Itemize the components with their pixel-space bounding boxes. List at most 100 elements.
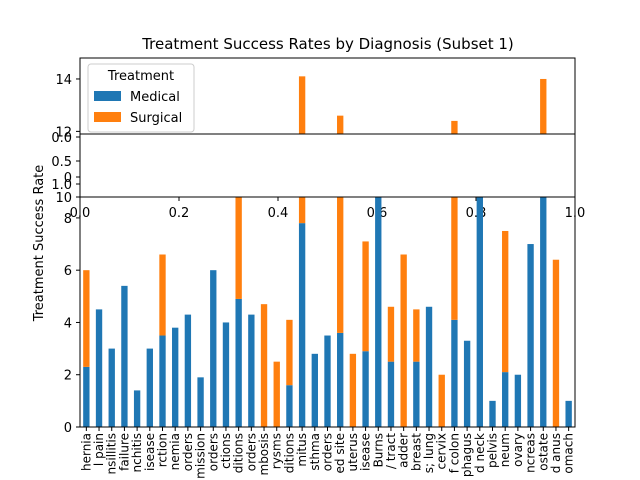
category-label-38: omach	[562, 433, 576, 474]
bar-medical-30	[463, 340, 471, 427]
bar-medical-19	[324, 335, 331, 427]
bar-medical-17	[298, 223, 306, 427]
category-label-8: orders	[181, 433, 195, 471]
bar-medical-0	[83, 366, 90, 427]
bar-medical-31	[476, 197, 483, 427]
bar-medical-2	[108, 348, 115, 427]
category-label-22: isease	[359, 433, 373, 471]
category-label-26: breast	[409, 433, 423, 471]
bar-medical-33	[502, 372, 509, 427]
bar-surgical-36-upper	[540, 78, 547, 134]
category-label-35: ncreas	[524, 433, 538, 473]
bar-surgical-14	[260, 304, 268, 427]
bar-surgical-25	[400, 254, 407, 427]
category-label-34: ovary	[511, 433, 525, 467]
category-label-6: rction	[156, 433, 170, 467]
category-label-33: neum	[498, 433, 512, 467]
category-label-19: orders	[321, 433, 335, 471]
bar-medical-5	[146, 348, 153, 427]
inset-y-tick-label: 0.5	[51, 155, 72, 170]
chart-title: Treatment Success Rates by Diagnosis (Su…	[141, 35, 514, 53]
legend-label-surgical: Surgical	[130, 111, 182, 126]
category-label-12: ditions	[232, 433, 246, 473]
category-label-3: failure	[117, 433, 131, 471]
category-label-1: l pain	[92, 433, 106, 466]
category-label-37: d anus	[549, 433, 563, 473]
category-label-4: nchitis	[130, 433, 144, 472]
bar-medical-12	[235, 298, 242, 427]
bar-surgical-24	[387, 306, 395, 362]
inset-x-tick-label: 0.2	[169, 206, 190, 221]
y-axis-label: Treatment Success Rate	[32, 165, 47, 323]
category-label-20: ed site	[333, 433, 347, 474]
category-label-16: ditions	[282, 433, 296, 473]
category-label-17: mitus	[295, 433, 309, 467]
bar-surgical-28	[438, 374, 445, 427]
bar-surgical-21	[349, 353, 357, 427]
bar-medical-34	[514, 374, 522, 427]
inset-y-tick-label: 0.0	[51, 131, 72, 146]
inset-x-tick-label: 0.8	[466, 206, 487, 221]
bar-surgical-17	[298, 197, 306, 224]
bar-medical-20	[337, 332, 344, 427]
category-label-36: ostate	[536, 433, 550, 471]
category-label-21: uterus	[346, 433, 360, 471]
category-label-30: phagus	[460, 433, 474, 477]
lower-y-tick-label: 2	[64, 369, 72, 384]
bar-medical-10	[210, 270, 217, 427]
bar-medical-11	[222, 322, 230, 427]
category-label-9: mission	[194, 433, 208, 479]
legend-label-medical: Medical	[130, 90, 180, 105]
bar-surgical-17-upper	[298, 76, 306, 134]
bar-medical-24	[387, 361, 395, 427]
bar-medical-23	[375, 197, 382, 427]
category-label-10: orders	[206, 433, 220, 471]
inset-y-tick-label: 10	[55, 191, 72, 206]
category-label-5: isease	[143, 433, 157, 471]
category-label-23: Burns	[371, 433, 385, 467]
bar-medical-1	[95, 309, 103, 427]
legend-swatch-medical	[94, 91, 121, 101]
bar-medical-27	[425, 306, 433, 427]
category-label-27: s; lung	[422, 433, 436, 473]
upper-bars	[298, 76, 547, 134]
bar-medical-36	[540, 197, 547, 427]
lower-y-tick-label: 6	[64, 264, 72, 279]
category-label-13: orders	[244, 433, 258, 471]
lower-bars	[83, 197, 572, 427]
bar-medical-3	[121, 285, 128, 427]
category-label-2: nsillitis	[105, 433, 119, 474]
upper-y-tick-label: 14	[55, 73, 72, 88]
upper-y-tick-label: 12	[55, 125, 72, 140]
lower-y-tick-label: 8	[64, 212, 72, 227]
category-label-28: cervix	[435, 433, 449, 469]
inset-y-tick-label: 1.0	[51, 178, 72, 193]
bar-surgical-29	[451, 197, 458, 320]
inset-x-tick-label: 0.4	[268, 206, 289, 221]
bar-medical-4	[133, 390, 141, 427]
bar-surgical-15	[273, 361, 280, 427]
category-label-14: mbosis	[257, 433, 271, 476]
bar-medical-7	[172, 327, 179, 427]
category-label-15: rysms	[270, 433, 284, 469]
bar-surgical-37	[552, 259, 560, 427]
bar-surgical-26	[413, 309, 420, 362]
legend: Treatment Medical Surgical	[87, 63, 195, 133]
category-label-0: hernia	[79, 433, 93, 471]
bar-medical-26	[413, 361, 420, 427]
bar-medical-32	[489, 400, 496, 427]
bar-medical-16	[286, 385, 293, 427]
legend-title: Treatment	[107, 69, 174, 84]
bar-medical-29	[451, 319, 458, 427]
legend-swatch-surgical	[94, 112, 121, 122]
bar-surgical-16	[286, 319, 293, 386]
bar-surgical-0	[83, 270, 90, 367]
bar-medical-35	[527, 244, 534, 427]
bar-surgical-29-upper	[451, 120, 458, 134]
bar-surgical-6	[159, 254, 166, 336]
bar-medical-9	[197, 377, 204, 427]
category-label-25: adder	[397, 433, 411, 468]
